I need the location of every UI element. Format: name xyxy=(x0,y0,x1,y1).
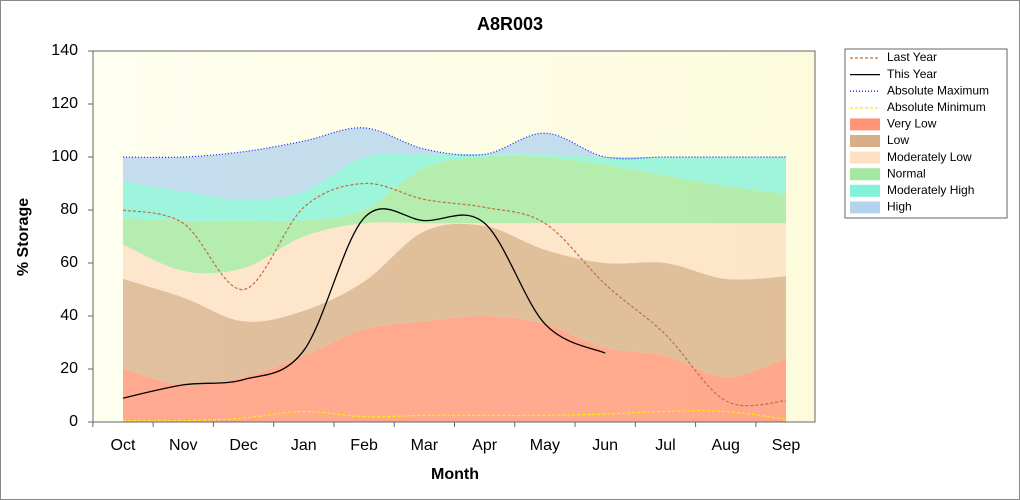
line-series xyxy=(122,127,786,160)
legend-label: Very Low xyxy=(887,117,937,131)
area-band xyxy=(123,222,786,322)
legend-swatch xyxy=(850,184,880,197)
legend-label: Moderately Low xyxy=(887,150,972,164)
legend-swatch xyxy=(850,151,880,164)
y-axis-label: % Storage xyxy=(15,198,32,276)
x-tick-label: Apr xyxy=(472,437,498,454)
legend-label: Last Year xyxy=(887,50,937,64)
area-band xyxy=(123,153,786,222)
legend-swatch xyxy=(850,201,880,214)
legend-label: Low xyxy=(887,133,909,147)
y-tick-label: 20 xyxy=(60,360,78,377)
legend-swatch xyxy=(850,118,880,131)
y-tick-label: 0 xyxy=(69,413,78,430)
x-tick-label: Jun xyxy=(592,437,618,454)
line-series xyxy=(122,410,787,422)
legend-label: This Year xyxy=(887,67,937,81)
area-band xyxy=(123,223,786,386)
x-tick-label: Jan xyxy=(291,437,317,454)
x-tick-label: Mar xyxy=(411,437,439,454)
legend-label: High xyxy=(887,200,912,214)
legend-label: Absolute Maximum xyxy=(887,83,989,97)
legend-label: Moderately High xyxy=(887,183,974,197)
chart-title: A8R003 xyxy=(477,14,543,34)
y-tick-label: 40 xyxy=(60,307,78,324)
y-tick-label: 120 xyxy=(51,95,78,112)
line-series xyxy=(122,208,606,399)
area-band xyxy=(123,127,786,200)
area-band xyxy=(123,315,786,422)
x-tick-label: Nov xyxy=(169,437,197,454)
y-tick-label: 100 xyxy=(51,148,78,165)
line-series xyxy=(122,182,787,407)
legend-swatch xyxy=(850,135,880,147)
x-tick-label: Sep xyxy=(772,437,801,454)
x-tick-label: Feb xyxy=(350,437,378,454)
legend-label: Normal xyxy=(887,166,926,180)
x-tick-label: Dec xyxy=(229,437,257,454)
x-tick-label: Oct xyxy=(111,437,136,454)
x-axis-label: Month xyxy=(431,466,479,483)
x-tick-label: Aug xyxy=(711,437,739,454)
y-tick-label: 60 xyxy=(60,254,78,271)
x-tick-label: Jul xyxy=(655,437,675,454)
area-band xyxy=(123,155,786,274)
y-tick-label: 140 xyxy=(51,42,78,59)
legend-label: Absolute Minimum xyxy=(887,100,986,114)
x-tick-label: May xyxy=(530,437,560,454)
legend-swatch xyxy=(850,168,880,181)
y-tick-label: 80 xyxy=(60,201,78,218)
